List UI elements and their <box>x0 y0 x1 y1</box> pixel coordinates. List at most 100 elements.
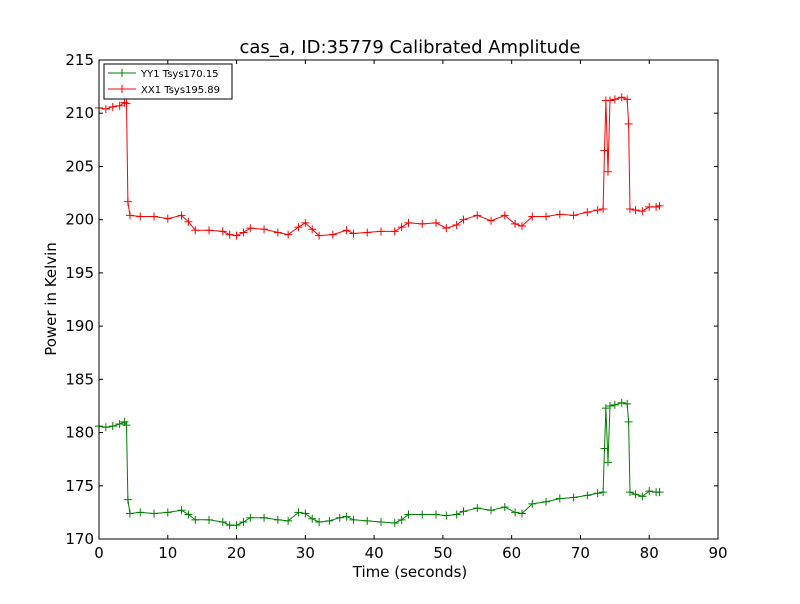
legend-marker <box>118 85 126 93</box>
data-point <box>225 230 234 239</box>
data-point <box>397 223 406 232</box>
data-point <box>511 219 520 228</box>
data-point <box>205 515 214 524</box>
data-point <box>335 513 344 522</box>
data-point <box>638 492 647 501</box>
data-point <box>625 205 634 214</box>
data-point <box>125 509 134 518</box>
x-tick-label: 60 <box>502 544 521 562</box>
y-tick-label: 210 <box>65 104 94 122</box>
data-point <box>442 511 451 520</box>
data-point <box>418 510 427 519</box>
x-tick-label: 80 <box>640 544 659 562</box>
data-point <box>101 423 110 432</box>
data-point <box>473 211 482 220</box>
data-point <box>610 400 619 409</box>
x-tick-label: 30 <box>296 544 315 562</box>
data-point <box>569 211 578 220</box>
data-point <box>349 229 358 238</box>
data-point <box>487 216 496 225</box>
data-point <box>342 512 351 521</box>
x-tick-label: 90 <box>708 544 727 562</box>
data-point <box>623 399 632 408</box>
plot-frame <box>98 59 719 540</box>
data-point <box>101 104 110 113</box>
data-point <box>593 206 602 215</box>
legend-entry: XX1 Tsys195.89 <box>108 85 220 96</box>
data-point <box>136 508 145 517</box>
data-point <box>645 202 654 211</box>
y-tick-label: 195 <box>65 264 94 282</box>
data-point <box>600 444 609 453</box>
data-point <box>528 212 537 221</box>
data-point <box>294 223 303 232</box>
y-axis-label: Power in Kelvin <box>42 242 60 356</box>
data-point <box>452 220 461 229</box>
x-tick-label: 0 <box>94 544 104 562</box>
data-point <box>349 515 358 524</box>
data-point <box>184 510 193 519</box>
data-point <box>655 201 664 210</box>
data-point <box>120 417 129 426</box>
data-point <box>617 398 626 407</box>
data-point <box>623 95 632 104</box>
data-point <box>260 513 269 522</box>
data-point <box>511 508 520 517</box>
data-point <box>123 197 132 206</box>
data-point <box>500 211 509 220</box>
data-point <box>115 101 124 110</box>
data-point <box>376 517 385 526</box>
data-point <box>528 499 537 508</box>
data-point <box>342 226 351 235</box>
data-point <box>294 508 303 517</box>
data-point <box>599 205 608 214</box>
data-point <box>442 224 451 233</box>
legend-marker <box>118 69 126 77</box>
x-tick-label: 50 <box>433 544 452 562</box>
data-point <box>273 515 282 524</box>
data-point <box>583 208 592 217</box>
data-point <box>404 510 413 519</box>
legend-entry: YY1 Tsys170.15 <box>108 69 219 80</box>
data-point <box>218 227 227 236</box>
data-point <box>150 509 159 518</box>
y-tick-label: 200 <box>65 211 94 229</box>
legend-label: YY1 Tsys170.15 <box>140 69 219 80</box>
data-point <box>239 228 248 237</box>
data-point <box>191 515 200 524</box>
data-point <box>390 519 399 528</box>
data-point <box>108 102 117 111</box>
y-tick-label: 170 <box>65 530 94 548</box>
y-tick-label: 180 <box>65 424 94 442</box>
data-point <box>601 404 610 413</box>
data-point <box>246 513 255 522</box>
data-point <box>459 215 468 224</box>
data-point <box>123 495 132 504</box>
y-tick-label: 175 <box>65 477 94 495</box>
legend: YY1 Tsys170.15 XX1 Tsys195.89 <box>103 63 233 100</box>
data-point <box>610 95 619 104</box>
data-point <box>397 515 406 524</box>
data-point <box>583 491 592 500</box>
x-tick-label: 70 <box>571 544 590 562</box>
data-point <box>301 218 310 227</box>
y-tick-label: 190 <box>65 317 94 335</box>
data-point <box>225 521 234 530</box>
data-point <box>177 506 186 515</box>
data-point <box>631 206 640 215</box>
data-point <box>652 202 661 211</box>
x-tick-label: 10 <box>158 544 177 562</box>
data-point <box>625 488 634 497</box>
data-point <box>517 222 526 231</box>
x-tick-label: 20 <box>227 544 246 562</box>
chart-title: cas_a, ID:35779 Calibrated Amplitude <box>240 37 581 58</box>
data-point <box>232 231 241 240</box>
data-point <box>606 401 615 410</box>
data-point <box>363 228 372 237</box>
data-point <box>301 509 310 518</box>
data-point <box>404 218 413 227</box>
data-point <box>645 487 654 496</box>
series-line <box>98 96 660 237</box>
data-point <box>232 521 241 530</box>
